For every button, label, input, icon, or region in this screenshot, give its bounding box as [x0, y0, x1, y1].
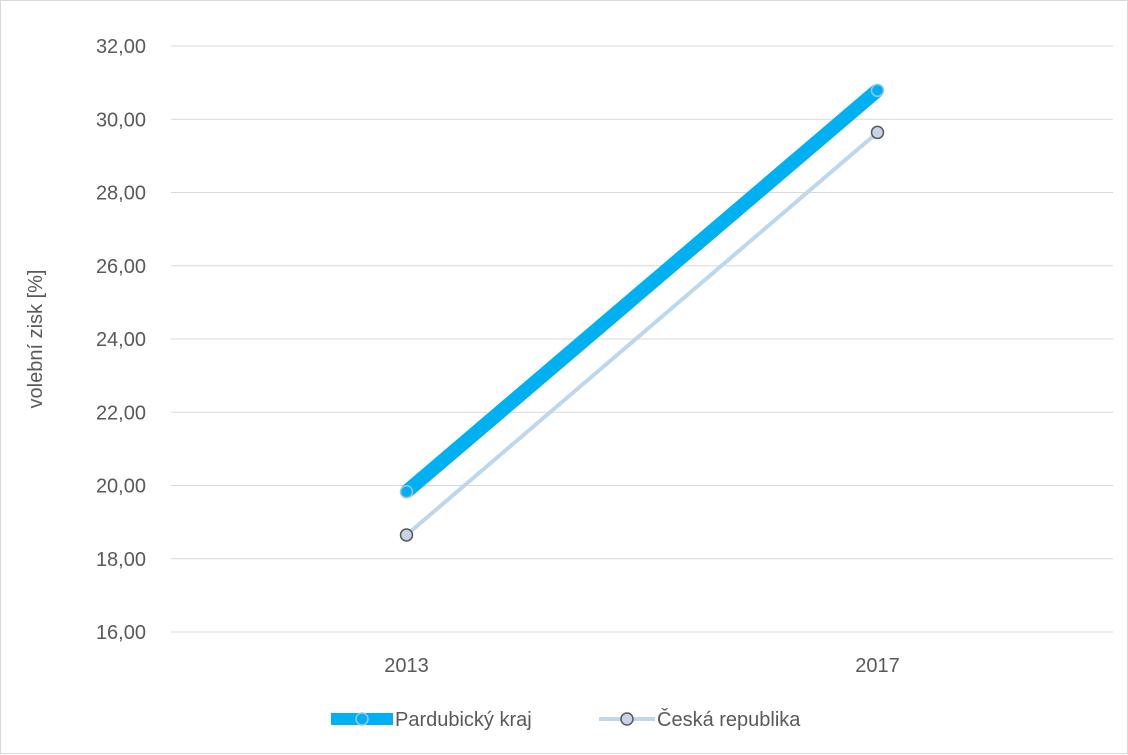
y-tick-label: 26,00 [96, 256, 146, 278]
y-tick-label: 22,00 [96, 402, 146, 424]
y-tick-label: 30,00 [96, 109, 146, 131]
y-tick-label: 24,00 [96, 329, 146, 351]
data-point [870, 125, 885, 140]
series-line [401, 84, 883, 498]
data-point [870, 83, 885, 98]
y-axis-ticks: 16,00 18,00 20,00 22,00 24,00 26,00 28,00 30,00… [96, 36, 146, 644]
legend-label: Česká republika [657, 708, 801, 731]
data-point [399, 528, 414, 542]
y-tick-label: 20,00 [96, 476, 146, 498]
series-line [405, 130, 879, 537]
y-axis-title: volební zisk [%] [25, 270, 47, 409]
legend-marker [620, 712, 634, 726]
gridlines [171, 45, 1113, 633]
x-tick-label: 2013 [384, 655, 429, 677]
legend-label: Pardubický kraj [395, 709, 532, 731]
x-axis-ticks: 2013 2017 [384, 655, 900, 677]
x-tick-label: 2017 [855, 655, 900, 677]
legend: Pardubický kraj Česká republika [331, 708, 801, 731]
data-point [399, 484, 414, 499]
y-tick-label: 32,00 [96, 36, 146, 58]
legend-marker [355, 712, 369, 726]
y-tick-label: 18,00 [96, 549, 146, 571]
series-layer [399, 83, 885, 542]
y-tick-label: 28,00 [96, 183, 146, 205]
y-tick-label: 16,00 [96, 622, 146, 644]
